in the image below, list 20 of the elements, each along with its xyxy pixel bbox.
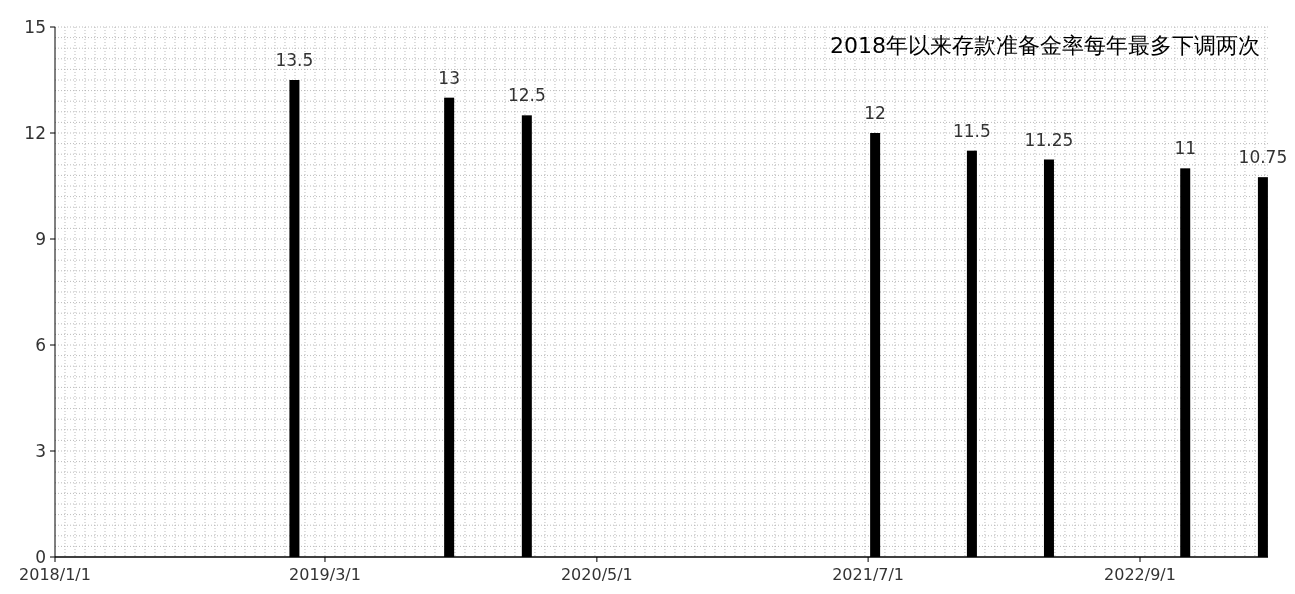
y-tick-label: 0 — [35, 547, 46, 567]
x-tick-label: 2019/3/1 — [289, 565, 361, 584]
data-label: 11.5 — [952, 120, 991, 141]
chart-title: 2018年以来存款准备金率每年最多下调两次 — [830, 33, 1260, 58]
data-label: 13.5 — [275, 50, 314, 70]
data-label: 11.25 — [1024, 129, 1074, 150]
data-label: 12.5 — [507, 85, 546, 106]
y-tick-label: 6 — [35, 335, 46, 355]
y-tick-label: 15 — [24, 17, 46, 37]
x-tick-label: 2020/5/1 — [560, 565, 633, 584]
x-tick-label: 2022/9/1 — [1104, 565, 1176, 584]
y-tick-label: 12 — [24, 123, 46, 143]
data-label: 12 — [864, 103, 886, 123]
y-tick-label: 9 — [35, 229, 46, 249]
data-label: 13 — [438, 67, 460, 88]
data-label: 11 — [1174, 138, 1197, 159]
data-label: 10.75 — [1238, 147, 1288, 168]
x-tick-label: 2021/7/1 — [832, 565, 905, 584]
y-tick-label: 3 — [35, 441, 46, 461]
x-tick-label: 2018/1/1 — [19, 565, 91, 584]
